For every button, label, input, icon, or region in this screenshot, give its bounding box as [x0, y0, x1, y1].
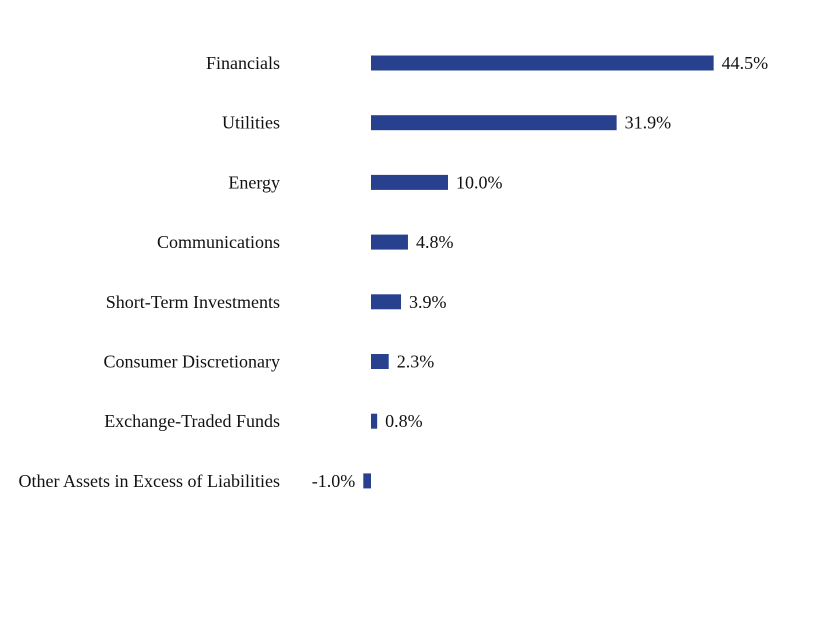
data-label-exchange-traded-funds: 0.8% — [385, 411, 423, 431]
category-label-communications: Communications — [157, 232, 280, 252]
bar-energy — [371, 174, 448, 190]
category-label-other-assets-in-excess-of-liabilities: Other Assets in Excess of Liabilities — [19, 471, 280, 491]
bar-utilities — [371, 115, 617, 131]
data-label-consumer-discretionary: 2.3% — [397, 352, 435, 372]
bar-financials — [371, 55, 714, 71]
bar-short-term-investments — [371, 294, 402, 310]
data-label-other-assets-in-excess-of-liabilities: -1.0% — [312, 471, 356, 491]
data-labels: 44.5% 31.9% 10.0% 4.8% 3.9% 2.3% 0.8% -1.0% — [312, 53, 768, 491]
data-label-financials: 44.5% — [722, 53, 769, 73]
category-label-financials: Financials — [206, 53, 280, 73]
bar-exchange-traded-funds — [371, 413, 378, 429]
category-label-utilities: Utilities — [222, 113, 280, 133]
data-label-utilities: 31.9% — [625, 113, 672, 133]
category-label-exchange-traded-funds: Exchange-Traded Funds — [104, 411, 280, 431]
data-label-short-term-investments: 3.9% — [409, 292, 447, 312]
category-label-energy: Energy — [228, 172, 280, 192]
data-label-communications: 4.8% — [416, 232, 454, 252]
category-label-consumer-discretionary: Consumer Discretionary — [104, 352, 280, 372]
bar-consumer-discretionary — [371, 354, 389, 369]
bar-other-assets-in-excess-of-liabilities — [363, 473, 371, 489]
bar-communications — [371, 234, 408, 250]
data-label-energy: 10.0% — [456, 172, 503, 192]
category-labels: Financials Utilities Energy Communications S… — [19, 53, 280, 491]
category-label-short-term-investments: Short-Term Investments — [106, 292, 280, 312]
bars — [363, 55, 714, 489]
